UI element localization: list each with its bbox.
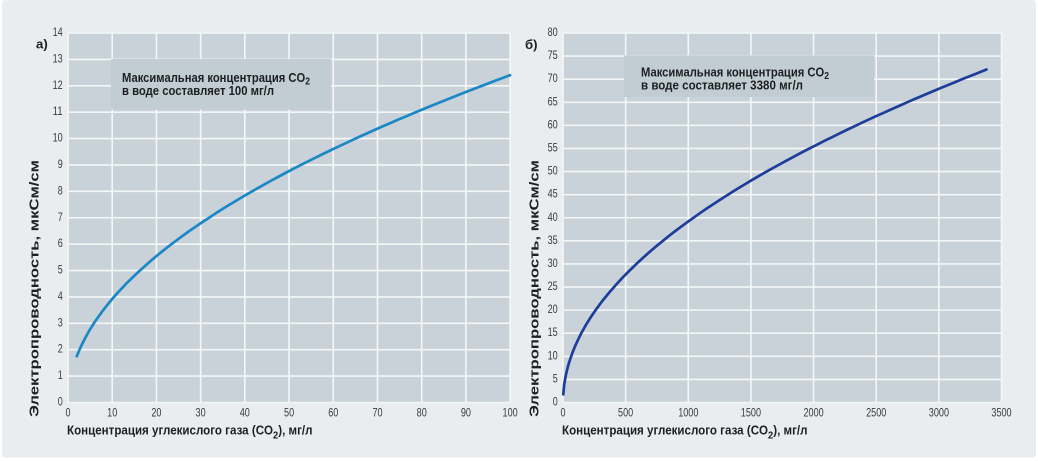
svg-text:Электропроводность, мкСм/см: Электропроводность, мкСм/см	[527, 160, 542, 417]
svg-text:10: 10	[548, 348, 558, 362]
svg-text:100: 100	[503, 405, 518, 419]
svg-text:70: 70	[372, 405, 382, 419]
svg-text:50: 50	[548, 164, 558, 178]
svg-text:11: 11	[53, 104, 63, 118]
svg-text:0: 0	[58, 395, 63, 409]
svg-text:15: 15	[548, 325, 558, 339]
svg-text:0: 0	[553, 395, 558, 409]
svg-text:8: 8	[58, 183, 63, 197]
svg-text:50: 50	[284, 405, 294, 419]
svg-text:20: 20	[151, 405, 161, 419]
svg-text:45: 45	[548, 187, 558, 201]
svg-text:6: 6	[58, 236, 63, 250]
svg-text:1500: 1500	[741, 405, 761, 419]
svg-text:9: 9	[58, 157, 63, 171]
svg-text:Концентрация углекислого газа: Концентрация углекислого газа (CO2), мг/…	[67, 423, 313, 442]
svg-text:90: 90	[461, 405, 471, 419]
svg-text:а): а)	[36, 37, 48, 52]
svg-text:Максимальная концентрация CO2: Максимальная концентрация CO2	[641, 64, 829, 82]
svg-text:3: 3	[58, 315, 63, 329]
svg-text:80: 80	[548, 25, 558, 39]
svg-text:55: 55	[548, 141, 558, 155]
svg-text:1000: 1000	[678, 405, 698, 419]
svg-text:30: 30	[196, 405, 206, 419]
svg-text:4: 4	[58, 289, 63, 303]
svg-text:5: 5	[553, 371, 558, 385]
svg-text:2500: 2500	[866, 405, 886, 419]
svg-text:Электропроводность, мкСм/см: Электропроводность, мкСм/см	[27, 160, 42, 417]
svg-text:7: 7	[58, 210, 63, 224]
svg-text:13: 13	[53, 51, 63, 65]
svg-text:в воде составляет 3380 мг/л: в воде составляет 3380 мг/л	[641, 78, 803, 93]
svg-text:в воде составляет 100 мг/л: в воде составляет 100 мг/л	[122, 83, 274, 98]
svg-text:1: 1	[58, 368, 63, 382]
svg-text:5: 5	[58, 263, 63, 277]
svg-text:60: 60	[548, 117, 558, 131]
svg-text:25: 25	[548, 279, 558, 293]
svg-text:12: 12	[53, 78, 63, 92]
svg-text:2: 2	[58, 342, 63, 356]
svg-text:Максимальная концентрация CO2: Максимальная концентрация CO2	[122, 70, 310, 88]
svg-text:б): б)	[525, 37, 538, 52]
svg-text:75: 75	[548, 48, 558, 62]
svg-text:20: 20	[548, 302, 558, 316]
svg-text:0: 0	[561, 405, 566, 419]
svg-text:10: 10	[53, 131, 63, 145]
svg-text:0: 0	[66, 405, 71, 419]
svg-text:3000: 3000	[929, 405, 949, 419]
svg-text:65: 65	[548, 94, 558, 108]
svg-text:80: 80	[417, 405, 427, 419]
svg-text:40: 40	[548, 210, 558, 224]
svg-text:2000: 2000	[804, 405, 824, 419]
svg-text:60: 60	[328, 405, 338, 419]
svg-text:35: 35	[548, 233, 558, 247]
svg-text:30: 30	[548, 256, 558, 270]
svg-text:500: 500	[618, 405, 633, 419]
svg-text:3500: 3500	[991, 405, 1011, 419]
svg-text:40: 40	[240, 405, 250, 419]
svg-text:10: 10	[107, 405, 117, 419]
svg-text:70: 70	[548, 71, 558, 85]
svg-text:14: 14	[53, 25, 63, 39]
svg-text:Концентрация углекислого газа: Концентрация углекислого газа (CO2), мг/…	[562, 423, 808, 442]
